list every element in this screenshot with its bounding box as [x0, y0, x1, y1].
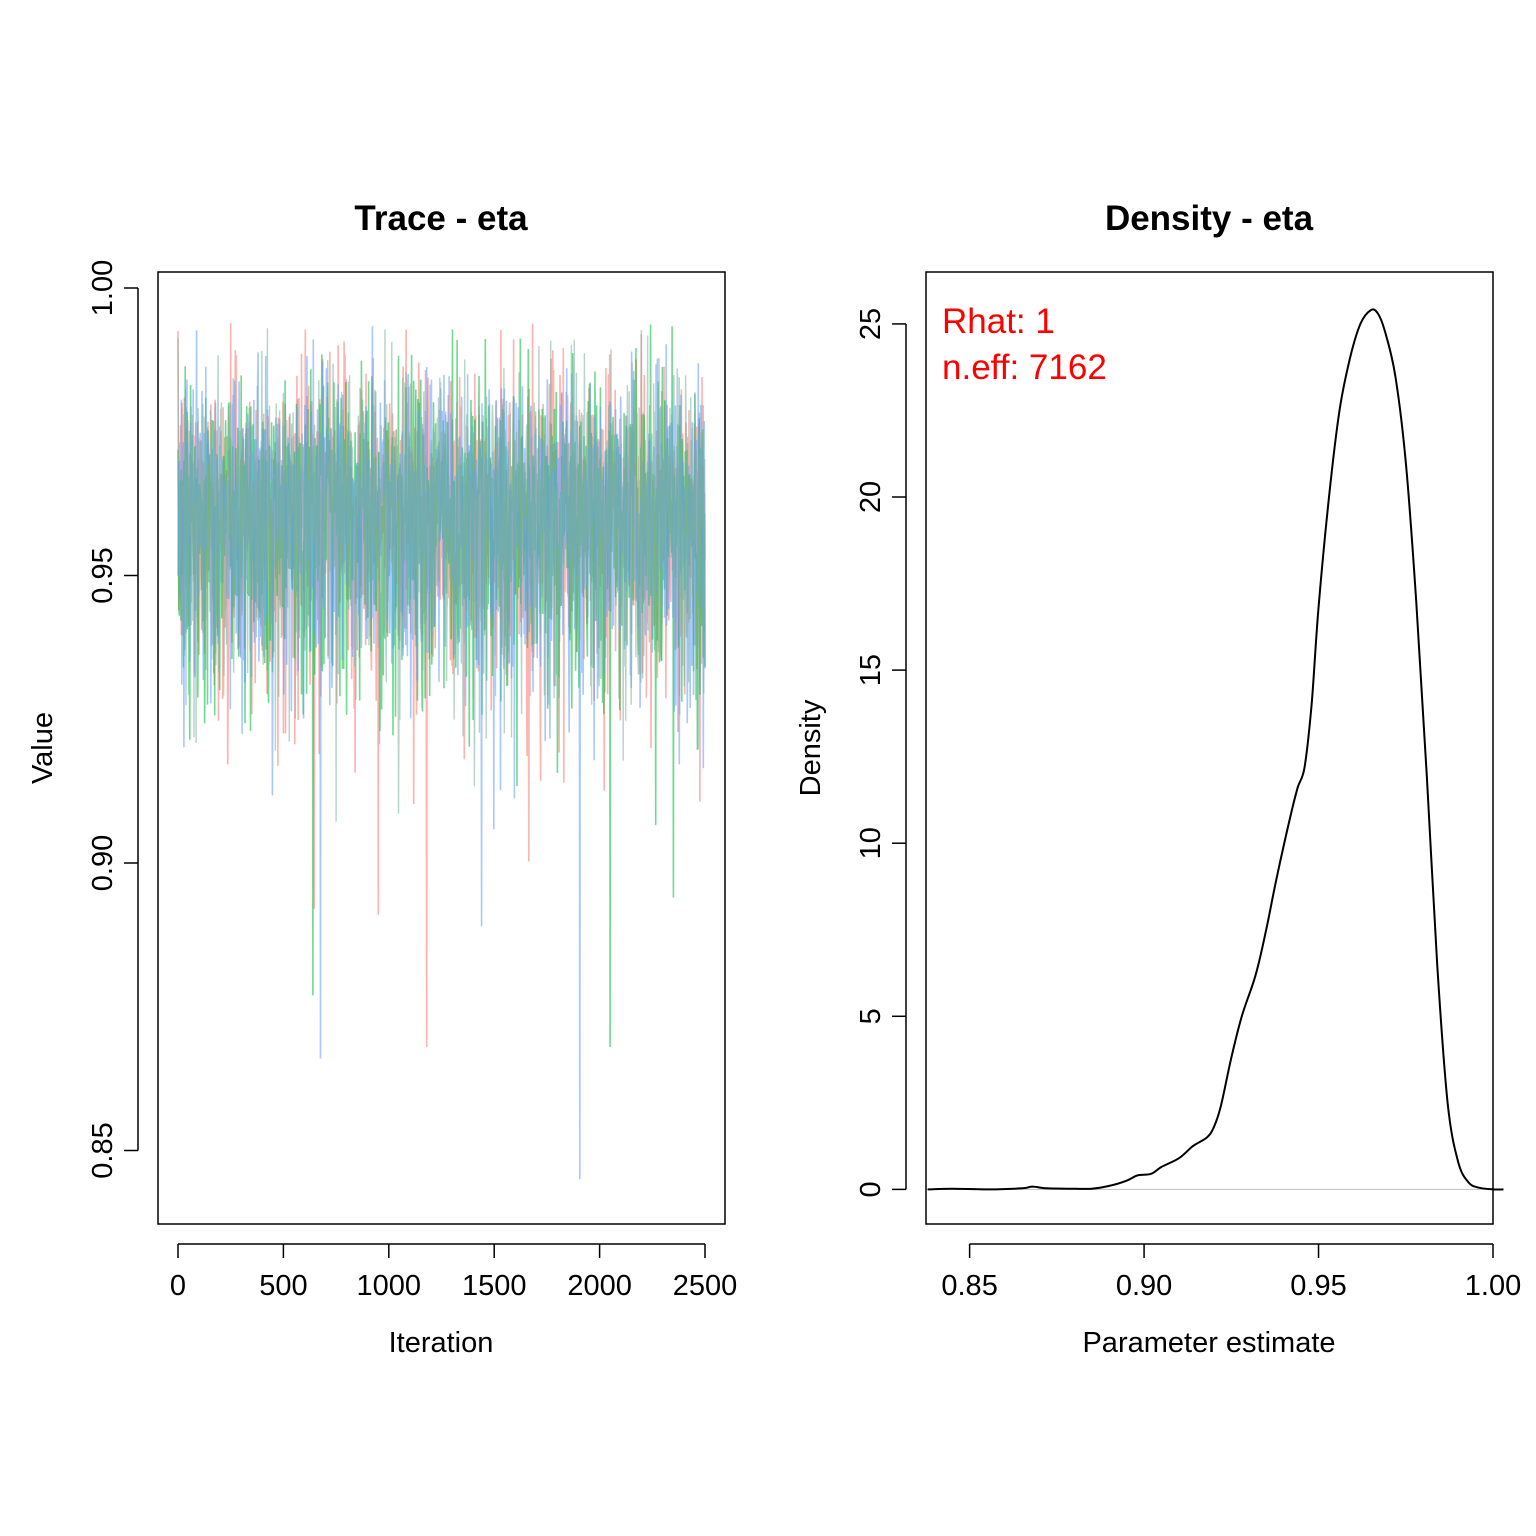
- density-y-axis: 0 5 10 15 20 25: [855, 308, 907, 1197]
- trace-x-tick-label: 0: [170, 1270, 186, 1302]
- rhat-annotation: Rhat: 1: [942, 302, 1055, 341]
- trace-x-tick-label: 2500: [673, 1270, 738, 1302]
- trace-y-tick-label: 1.00: [87, 260, 119, 316]
- density-y-tick-label: 5: [855, 1008, 887, 1024]
- trace-x-tick-label: 1000: [357, 1270, 422, 1302]
- neff-annotation: n.eff: 7162: [942, 348, 1107, 387]
- density-x-tick-label: 0.95: [1290, 1270, 1346, 1302]
- density-y-label: Density: [795, 699, 827, 796]
- trace-x-label: Iteration: [389, 1327, 494, 1359]
- density-x-tick-label: 0.85: [941, 1270, 997, 1302]
- trace-x-tick-label: 500: [259, 1270, 307, 1302]
- density-y-tick-label: 25: [855, 308, 887, 340]
- density-x-label: Parameter estimate: [1082, 1327, 1335, 1359]
- trace-y-axis: 0.85 0.90 0.95 1.00: [87, 260, 139, 1179]
- density-y-tick-label: 20: [855, 481, 887, 513]
- density-x-tick-label: 0.90: [1116, 1270, 1172, 1302]
- trace-x-tick-label: 1500: [462, 1270, 527, 1302]
- trace-y-tick-label: 0.85: [87, 1122, 119, 1178]
- density-x-axis: 0.85 0.90 0.95 1.00: [941, 1243, 1521, 1302]
- density-y-tick-label: 0: [855, 1181, 887, 1197]
- density-title: Density - eta: [1105, 199, 1314, 238]
- trace-y-label: Value: [27, 712, 59, 784]
- trace-y-tick-label: 0.95: [87, 547, 119, 603]
- trace-y-tick-label: 0.90: [87, 835, 119, 891]
- density-x-tick-label: 1.00: [1465, 1270, 1521, 1302]
- density-curve: [927, 308, 1504, 1191]
- density-y-tick-label: 10: [855, 827, 887, 859]
- trace-panel: Trace - eta 0 500 1000 1500 2000 2500 0.85 0.9…: [27, 199, 737, 1359]
- density-y-tick-label: 15: [855, 654, 887, 686]
- density-plot-box: [925, 271, 1494, 1225]
- trace-x-axis: 0 500 1000 1500 2000 2500: [170, 1243, 738, 1302]
- density-panel: Density - eta 0.85 0.90 0.95 1.00 0 5 10 15 20 2…: [795, 199, 1521, 1359]
- trace-plot-box: [157, 271, 726, 1225]
- trace-series-4: [177, 328, 706, 822]
- trace-lines: [177, 323, 706, 1180]
- trace-x-tick-label: 2000: [567, 1270, 632, 1302]
- trace-title: Trace - eta: [354, 199, 528, 238]
